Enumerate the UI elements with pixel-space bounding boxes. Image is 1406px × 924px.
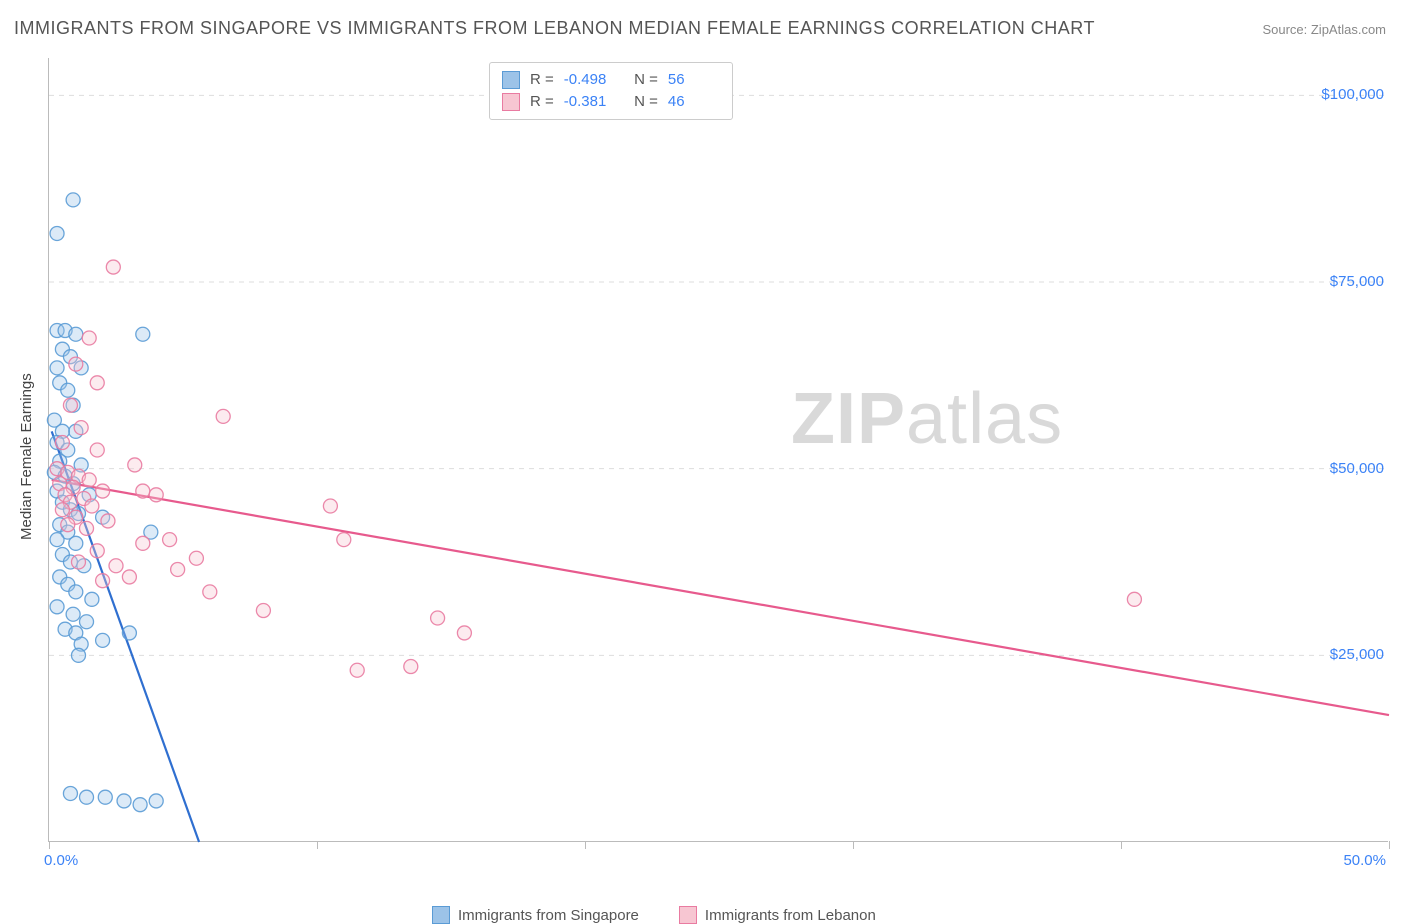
data-point — [136, 327, 150, 341]
data-point — [404, 660, 418, 674]
trend-line — [52, 480, 1389, 715]
r-label: R = — [530, 69, 554, 91]
data-point — [98, 790, 112, 804]
data-point — [171, 562, 185, 576]
n-value: 56 — [668, 69, 720, 91]
data-point — [80, 615, 94, 629]
data-point — [323, 499, 337, 513]
x-tick — [49, 841, 50, 849]
data-point — [74, 421, 88, 435]
data-point — [106, 260, 120, 274]
r-value: -0.381 — [564, 91, 616, 113]
data-point — [82, 331, 96, 345]
chart-plot-area: ZIPatlas R = -0.498 N = 56R = -0.381 N =… — [48, 58, 1388, 842]
stats-row: R = -0.498 N = 56 — [502, 69, 720, 91]
data-point — [66, 193, 80, 207]
data-point — [122, 626, 136, 640]
data-point — [55, 436, 69, 450]
data-point — [69, 536, 83, 550]
series-swatch — [502, 93, 520, 111]
data-point — [85, 592, 99, 606]
correlation-stats-box: R = -0.498 N = 56R = -0.381 N = 46 — [489, 62, 733, 120]
data-point — [82, 473, 96, 487]
legend-label: Immigrants from Lebanon — [705, 907, 876, 924]
legend-swatch — [679, 906, 697, 924]
data-point — [96, 484, 110, 498]
y-tick-label: $50,000 — [1330, 460, 1384, 477]
r-value: -0.498 — [564, 69, 616, 91]
r-label: R = — [530, 91, 554, 113]
data-point — [50, 600, 64, 614]
data-point — [69, 327, 83, 341]
x-tick — [1121, 841, 1122, 849]
n-label: N = — [626, 69, 658, 91]
data-point — [149, 488, 163, 502]
data-point — [431, 611, 445, 625]
data-point — [50, 533, 64, 547]
data-point — [189, 551, 203, 565]
series-legend: Immigrants from Singapore Immigrants from… — [432, 906, 876, 924]
legend-item: Immigrants from Lebanon — [679, 906, 876, 924]
data-point — [1127, 592, 1141, 606]
stats-row: R = -0.381 N = 46 — [502, 91, 720, 113]
data-point — [337, 533, 351, 547]
x-tick — [853, 841, 854, 849]
data-point — [163, 533, 177, 547]
x-tick — [317, 841, 318, 849]
data-point — [85, 499, 99, 513]
data-point — [61, 518, 75, 532]
y-axis-label: Median Female Earnings — [18, 373, 35, 540]
data-point — [69, 357, 83, 371]
data-point — [216, 409, 230, 423]
n-label: N = — [626, 91, 658, 113]
data-point — [256, 604, 270, 618]
data-point — [50, 361, 64, 375]
data-point — [61, 383, 75, 397]
data-point — [90, 544, 104, 558]
data-point — [63, 398, 77, 412]
legend-item: Immigrants from Singapore — [432, 906, 639, 924]
x-tick — [585, 841, 586, 849]
data-point — [136, 536, 150, 550]
data-point — [90, 376, 104, 390]
chart-title: IMMIGRANTS FROM SINGAPORE VS IMMIGRANTS … — [14, 18, 1095, 39]
data-point — [71, 648, 85, 662]
data-point — [96, 574, 110, 588]
data-point — [203, 585, 217, 599]
n-value: 46 — [668, 91, 720, 113]
data-point — [136, 484, 150, 498]
data-point — [133, 798, 147, 812]
x-tick — [1389, 841, 1390, 849]
source-attribution: Source: ZipAtlas.com — [1262, 22, 1386, 37]
data-point — [117, 794, 131, 808]
y-tick-label: $25,000 — [1330, 646, 1384, 663]
x-tick-label: 0.0% — [44, 852, 78, 869]
data-point — [122, 570, 136, 584]
data-point — [457, 626, 471, 640]
data-point — [80, 790, 94, 804]
data-point — [55, 503, 69, 517]
data-point — [350, 663, 364, 677]
data-point — [66, 607, 80, 621]
legend-label: Immigrants from Singapore — [458, 907, 639, 924]
data-point — [109, 559, 123, 573]
y-tick-label: $75,000 — [1330, 273, 1384, 290]
x-tick-label: 50.0% — [1343, 852, 1386, 869]
data-point — [71, 555, 85, 569]
data-point — [149, 794, 163, 808]
y-tick-label: $100,000 — [1321, 86, 1384, 103]
data-point — [128, 458, 142, 472]
data-point — [80, 521, 94, 535]
data-point — [90, 443, 104, 457]
data-point — [50, 226, 64, 240]
chart-svg — [49, 58, 1388, 841]
data-point — [101, 514, 115, 528]
legend-swatch — [432, 906, 450, 924]
data-point — [69, 585, 83, 599]
data-point — [63, 786, 77, 800]
data-point — [96, 633, 110, 647]
series-swatch — [502, 71, 520, 89]
